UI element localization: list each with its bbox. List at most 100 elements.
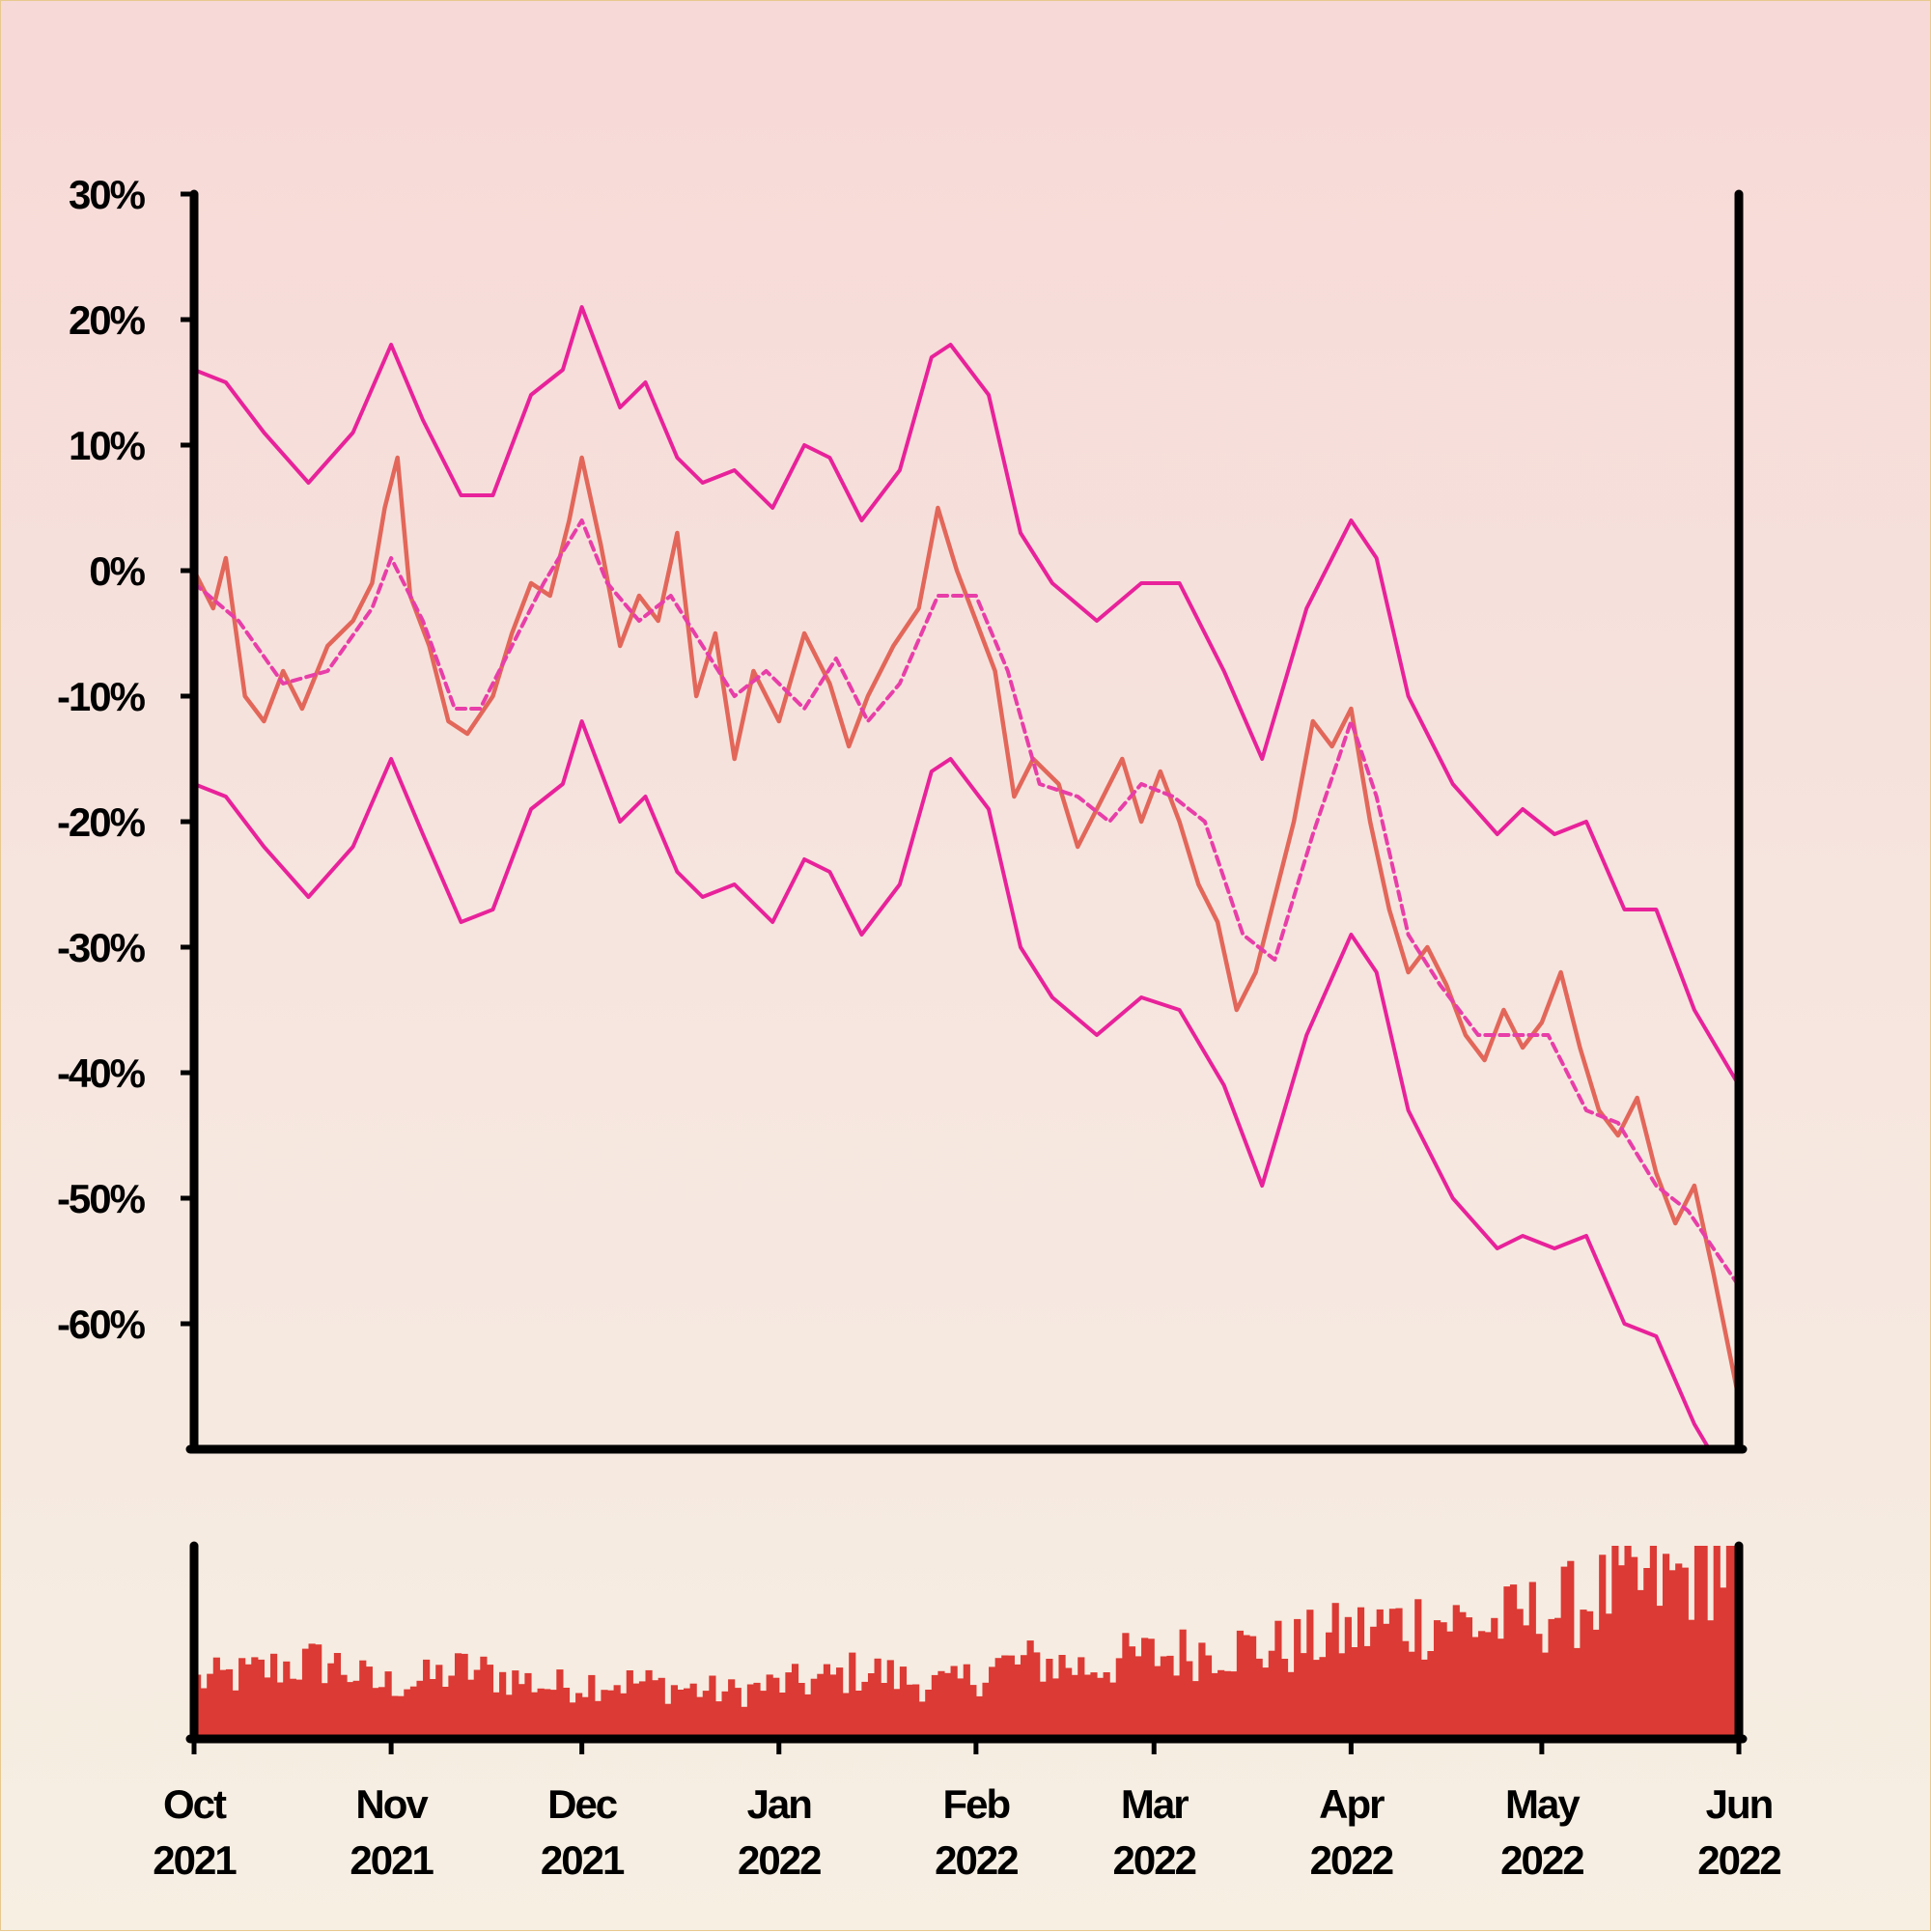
volume-bar — [1312, 1660, 1321, 1739]
volume-bar — [1649, 1546, 1657, 1739]
x-tick-month-label: Jan — [747, 1781, 812, 1827]
volume-bar — [867, 1673, 876, 1739]
volume-bar — [1115, 1658, 1123, 1739]
volume-bar — [606, 1690, 615, 1739]
volume-bar — [836, 1667, 844, 1739]
y-tick-label: -50% — [57, 1176, 146, 1221]
volume-bar — [925, 1690, 933, 1739]
volume-bar — [1230, 1671, 1238, 1739]
volume-bar — [530, 1692, 539, 1739]
volume-bar — [238, 1658, 246, 1739]
y-tick-label: -40% — [57, 1050, 146, 1096]
volume-bar — [441, 1687, 449, 1739]
y-tick-label: 30% — [69, 172, 146, 217]
volume-bar — [632, 1683, 640, 1739]
volume-bar — [1090, 1672, 1098, 1739]
volume-bar — [957, 1678, 965, 1739]
volume-bar — [301, 1648, 310, 1739]
volume-bar — [581, 1696, 589, 1739]
volume-bar — [1071, 1674, 1078, 1739]
volume-bar — [760, 1691, 768, 1739]
volume-bar — [881, 1683, 888, 1739]
volume-bar — [709, 1675, 716, 1739]
volume-bar — [1414, 1599, 1422, 1739]
x-tick-month-label: Mar — [1121, 1781, 1189, 1827]
volume-bar — [1357, 1607, 1365, 1739]
volume-bar — [689, 1683, 697, 1739]
volume-bar — [1541, 1652, 1550, 1739]
volume-bar — [1083, 1674, 1091, 1739]
volume-bar — [283, 1661, 291, 1739]
x-tick-year-label: 2022 — [1697, 1837, 1780, 1883]
volume-bar — [823, 1664, 831, 1739]
volume-bar — [1186, 1661, 1193, 1739]
volume-bar — [1294, 1618, 1301, 1739]
volume-bar — [1383, 1623, 1390, 1739]
volume-bar — [1560, 1566, 1568, 1739]
volume-bar — [1326, 1632, 1333, 1739]
volume-bar — [1681, 1567, 1689, 1739]
lower-band-line — [194, 719, 1710, 1445]
volume-bar — [359, 1660, 367, 1739]
y-tick-label: -20% — [57, 799, 146, 845]
volume-bar — [670, 1685, 679, 1739]
volume-bar — [899, 1666, 908, 1739]
volume-bar — [467, 1679, 475, 1739]
volume-bar — [435, 1665, 443, 1739]
volume-bar — [1395, 1608, 1403, 1739]
volume-bar — [1592, 1629, 1600, 1739]
volume-bar — [499, 1671, 507, 1739]
x-tick-month-label: Oct — [163, 1781, 227, 1827]
volume-bar — [1528, 1582, 1536, 1739]
volume-bar — [1249, 1636, 1257, 1739]
volume-bar — [798, 1683, 805, 1739]
volume-bar — [638, 1681, 647, 1739]
volume-bar — [505, 1694, 513, 1739]
volume-bar — [785, 1672, 793, 1739]
volume-bar — [1154, 1666, 1161, 1739]
volume-bar — [912, 1684, 920, 1739]
volume-bar — [1039, 1681, 1047, 1739]
volume-bar — [569, 1702, 576, 1739]
volume-bar — [753, 1682, 761, 1739]
volume-bar — [1465, 1617, 1473, 1739]
volume-bar — [817, 1673, 825, 1739]
volume-bar — [975, 1695, 984, 1739]
volume-bar — [562, 1688, 571, 1739]
volume-bar — [1548, 1618, 1555, 1739]
volume-bar — [969, 1685, 977, 1739]
volume-bar — [1693, 1546, 1702, 1739]
volume-bar — [1319, 1657, 1327, 1739]
volume-bar — [1523, 1625, 1530, 1739]
volume-bar — [1274, 1620, 1282, 1739]
volume-bar — [594, 1700, 602, 1739]
volume-bar — [537, 1688, 545, 1739]
volume-bar — [1509, 1584, 1518, 1739]
volume-bar — [893, 1689, 901, 1739]
volume-bar — [384, 1671, 392, 1739]
volume-bar — [746, 1684, 755, 1739]
volume-bar — [1503, 1586, 1511, 1739]
y-tick-label: -30% — [57, 925, 146, 970]
volume-bar — [658, 1677, 665, 1739]
volume-bar — [842, 1693, 850, 1739]
volume-bar — [1446, 1631, 1454, 1739]
volume-bar — [1720, 1587, 1727, 1739]
volume-bar — [664, 1703, 672, 1739]
volume-bar — [645, 1669, 653, 1739]
volume-bar — [295, 1679, 303, 1739]
volume-bar — [588, 1674, 596, 1739]
volume-bar — [1109, 1682, 1117, 1739]
volume-bar — [207, 1673, 214, 1739]
volume-bar — [473, 1669, 481, 1739]
volume-bar — [1204, 1655, 1213, 1739]
volume-bar — [1484, 1632, 1492, 1739]
volume-bar — [1287, 1671, 1295, 1739]
volume-bar — [943, 1672, 952, 1739]
volume-bar — [225, 1668, 234, 1739]
volume-bar — [1134, 1656, 1142, 1739]
volume-bar — [365, 1666, 373, 1739]
volume-bar — [1306, 1610, 1314, 1739]
volume-bar — [1147, 1638, 1155, 1739]
volume-bar — [512, 1670, 519, 1739]
